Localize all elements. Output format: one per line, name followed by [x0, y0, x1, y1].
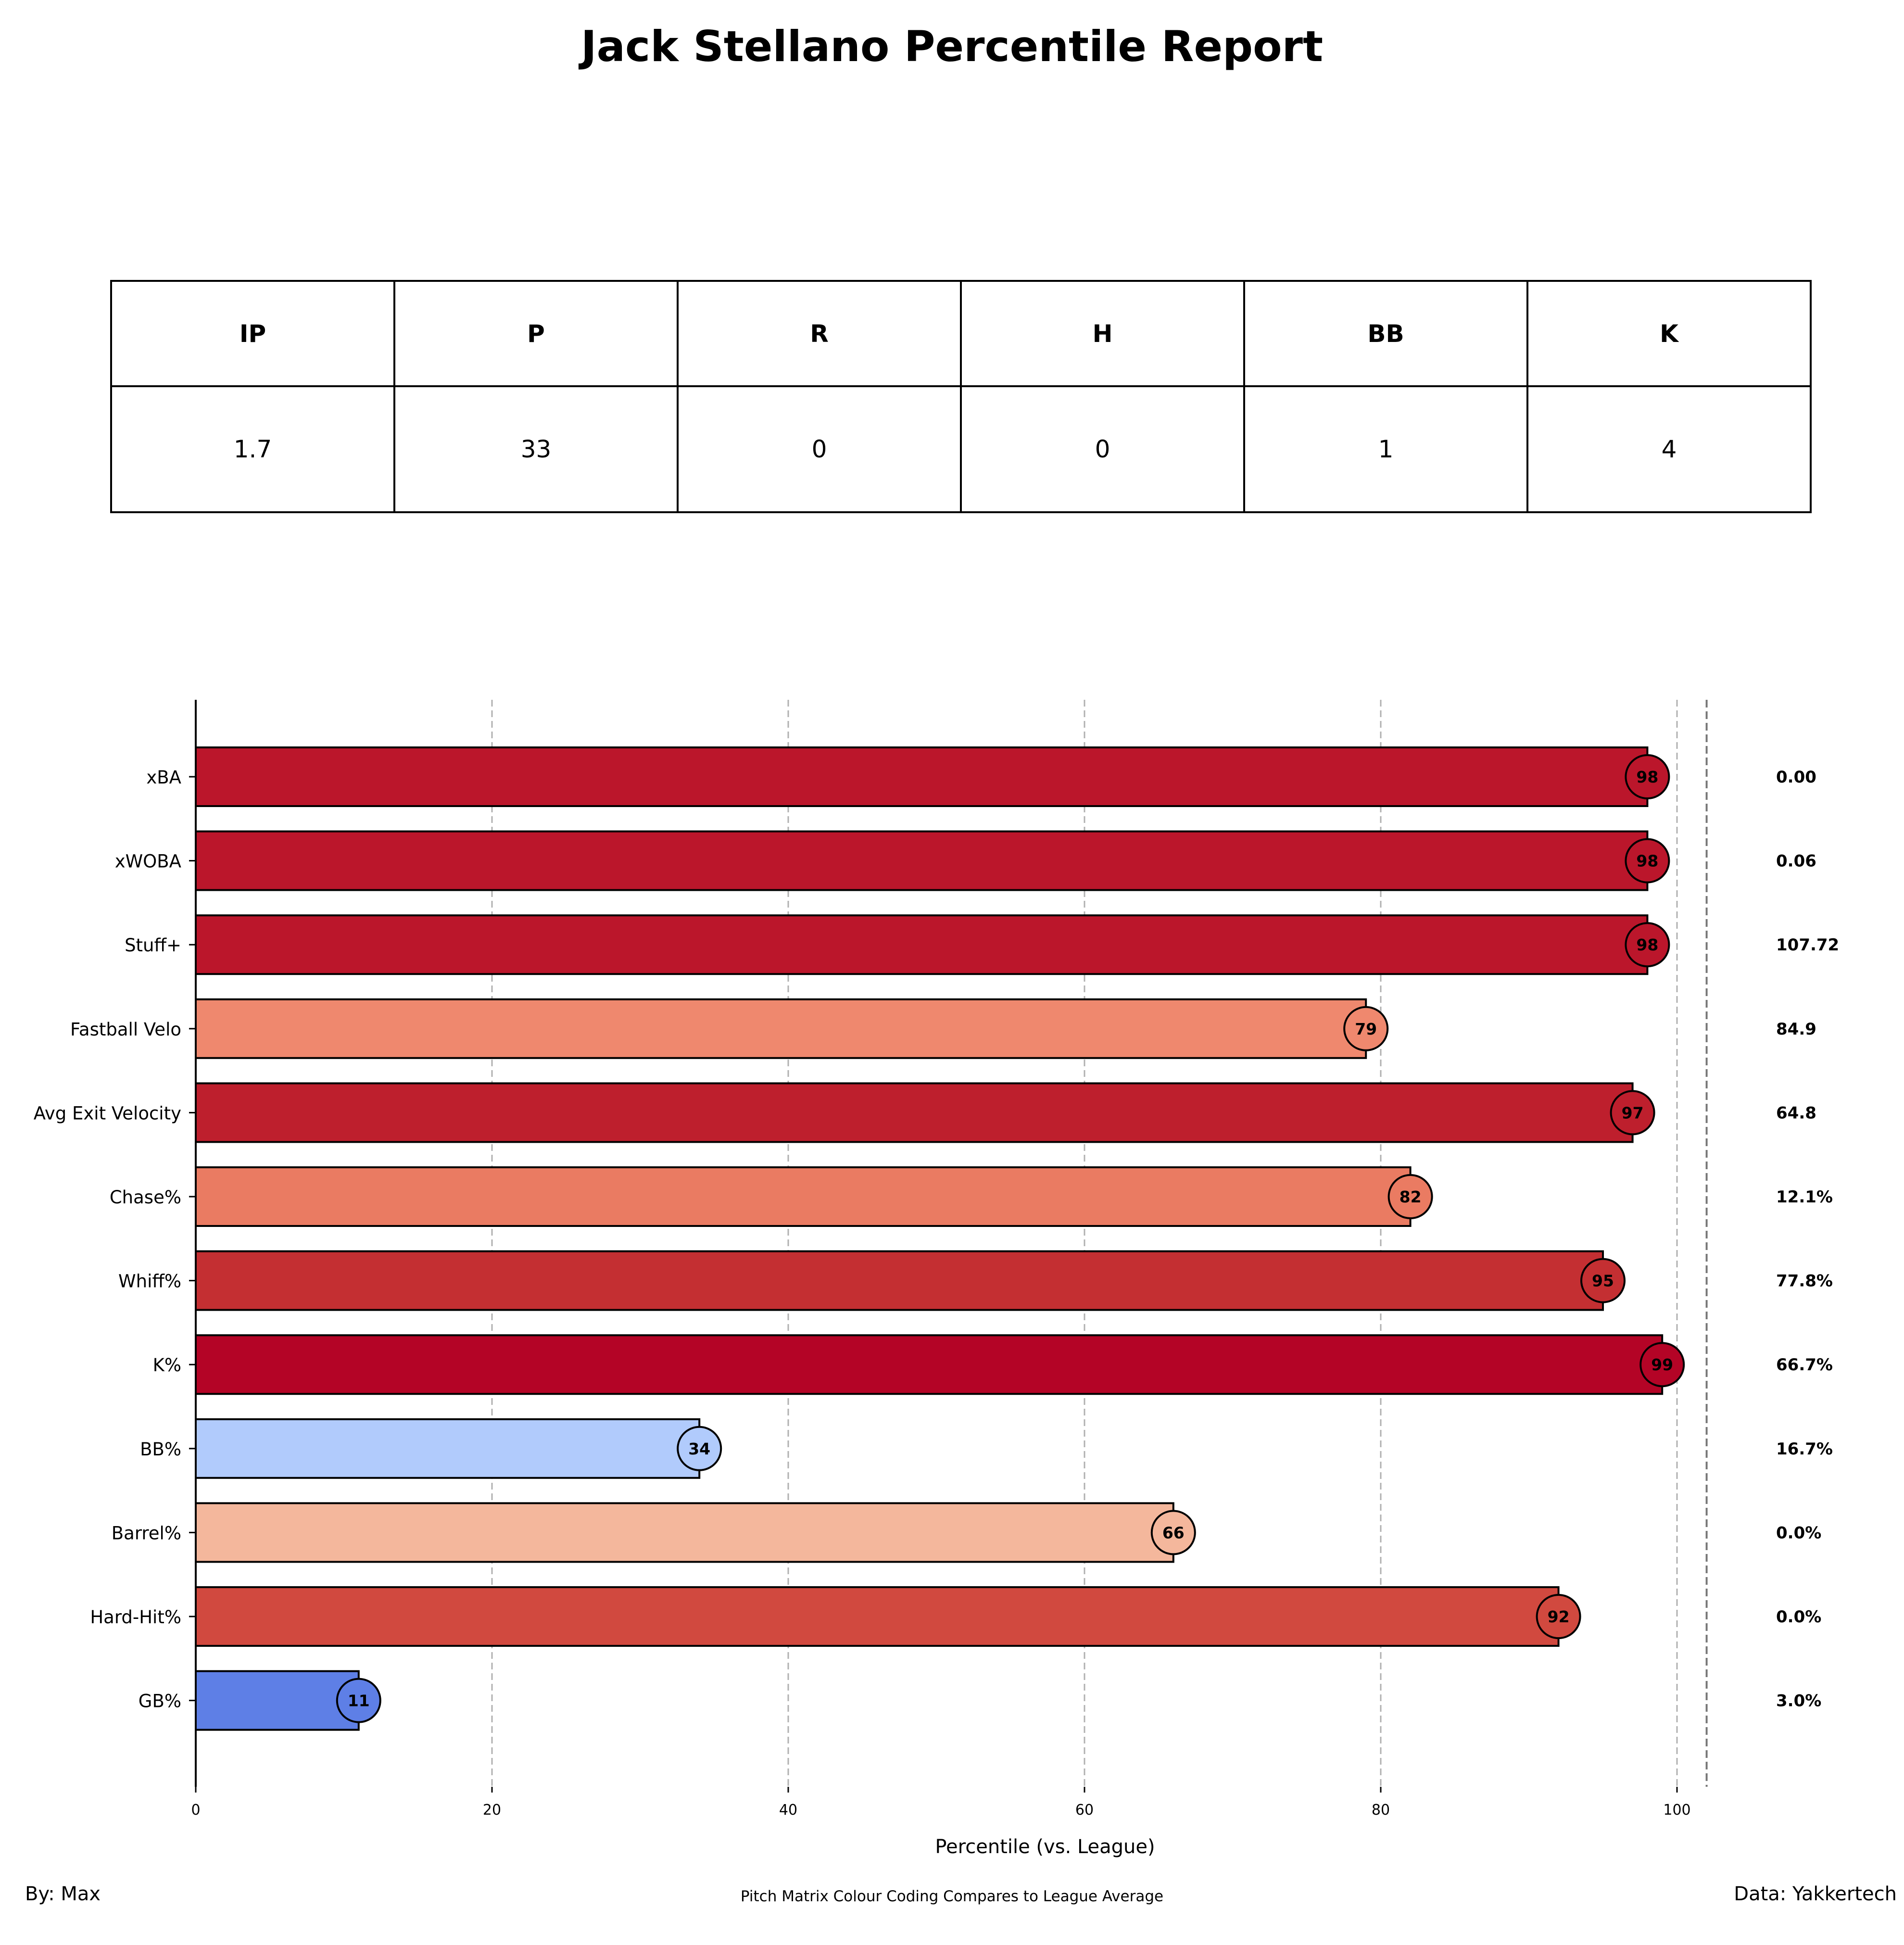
percentile-value-label: 82: [1400, 1187, 1422, 1206]
raw-value-label: 64.8: [1776, 1103, 1816, 1123]
raw-value-label: 0.0%: [1776, 1607, 1821, 1627]
percentile-marker: [1625, 838, 1670, 884]
percentile-value-label: 34: [688, 1440, 710, 1458]
stats-header-r: R: [677, 280, 962, 387]
x-tick-label: 0: [191, 1802, 200, 1819]
percentile-value-label: 98: [1636, 768, 1658, 786]
bar-avg-exit-velocity: [195, 1082, 1634, 1143]
author-credit: By: Max: [25, 1883, 101, 1905]
percentile-marker: [1387, 1174, 1433, 1219]
percentile-value-label: 11: [348, 1692, 370, 1710]
stats-header-h: H: [960, 280, 1245, 387]
stats-header-ip: IP: [110, 280, 395, 387]
chart-title: Jack Stellano Percentile Report: [580, 22, 1324, 71]
raw-value-label: 84.9: [1776, 1020, 1816, 1039]
category-label: Stuff+: [125, 935, 181, 956]
category-label: Whiff%: [118, 1271, 181, 1292]
percentile-marker: [1580, 1258, 1626, 1303]
category-label: GB%: [139, 1691, 181, 1712]
bar-stuff-: [195, 914, 1649, 975]
x-axis-label: Percentile (vs. League): [935, 1836, 1155, 1858]
bar-barrel-: [195, 1502, 1174, 1563]
raw-value-label: 16.7%: [1776, 1440, 1833, 1459]
percentile-marker: [1536, 1594, 1581, 1639]
raw-value-label: 0.00: [1776, 768, 1816, 787]
bar-bb-: [195, 1418, 701, 1479]
percentile-marker: [1625, 922, 1670, 968]
percentile-value-label: 79: [1355, 1020, 1377, 1038]
bar-gb-: [195, 1670, 360, 1731]
category-label: K%: [153, 1355, 181, 1376]
stats-header-row: IP P R H BB K: [110, 280, 1812, 387]
percentile-value-label: 98: [1636, 852, 1658, 871]
stats-value-r: 0: [677, 385, 962, 513]
raw-value-label: 3.0%: [1776, 1692, 1821, 1711]
stats-table: IP P R H BB K 1.7 33 0 0 1 4: [110, 280, 1812, 513]
bar-xwoba: [195, 830, 1649, 891]
x-tick-label: 80: [1372, 1802, 1390, 1819]
stats-value-h: 0: [960, 385, 1245, 513]
stats-header-bb: BB: [1243, 280, 1528, 387]
bar-whiff-: [195, 1250, 1604, 1311]
color-coding-note: Pitch Matrix Colour Coding Compares to L…: [740, 1888, 1164, 1905]
stats-value-bb: 1: [1243, 385, 1528, 513]
percentile-marker: [336, 1678, 381, 1723]
percentile-value-label: 98: [1636, 935, 1658, 954]
category-label: Chase%: [110, 1187, 181, 1208]
bar-fastball-velo: [195, 998, 1367, 1059]
raw-value-label: 77.8%: [1776, 1272, 1833, 1291]
category-label: Barrel%: [112, 1523, 181, 1543]
raw-value-label: 66.7%: [1776, 1355, 1833, 1375]
stats-value-k: 4: [1526, 385, 1812, 513]
stats-value-ip: 1.7: [110, 385, 395, 513]
stats-value-p: 33: [393, 385, 679, 513]
bar-chase-: [195, 1166, 1412, 1227]
x-tick-label: 100: [1663, 1802, 1690, 1819]
category-label: Avg Exit Velocity: [34, 1103, 181, 1124]
percentile-marker: [677, 1426, 722, 1471]
stats-header-k: K: [1526, 280, 1812, 387]
category-label: Fastball Velo: [70, 1019, 181, 1040]
x-tick-label: 20: [483, 1802, 501, 1819]
percentile-value-label: 66: [1162, 1523, 1185, 1542]
percentile-value-label: 95: [1592, 1272, 1614, 1290]
category-label: xWOBA: [115, 851, 181, 872]
bar-hard-hit-: [195, 1586, 1560, 1647]
raw-value-label: 12.1%: [1776, 1187, 1833, 1207]
percentile-marker: [1625, 754, 1670, 799]
bar-xba: [195, 746, 1649, 807]
raw-value-label: 107.72: [1776, 935, 1839, 955]
percentile-marker: [1150, 1510, 1196, 1555]
stats-header-p: P: [393, 280, 679, 387]
category-label: xBA: [146, 767, 181, 788]
x-tick-label: 60: [1075, 1802, 1094, 1819]
data-source-credit: Data: Yakkertech: [1734, 1883, 1897, 1905]
x-tick-label: 40: [779, 1802, 797, 1819]
percentile-value-label: 99: [1651, 1355, 1673, 1374]
percentile-marker: [1639, 1342, 1685, 1388]
percentile-marker: [1343, 1006, 1389, 1051]
percentile-value-label: 97: [1622, 1103, 1644, 1122]
percentile-value-label: 92: [1548, 1607, 1570, 1626]
raw-value-label: 0.0%: [1776, 1523, 1821, 1542]
stats-value-row: 1.7 33 0 0 1 4: [110, 385, 1812, 513]
category-label: BB%: [140, 1439, 181, 1460]
bar-k-: [195, 1334, 1664, 1395]
category-label: Hard-Hit%: [90, 1607, 181, 1628]
percentile-marker: [1610, 1090, 1655, 1136]
raw-value-label: 0.06: [1776, 852, 1816, 871]
